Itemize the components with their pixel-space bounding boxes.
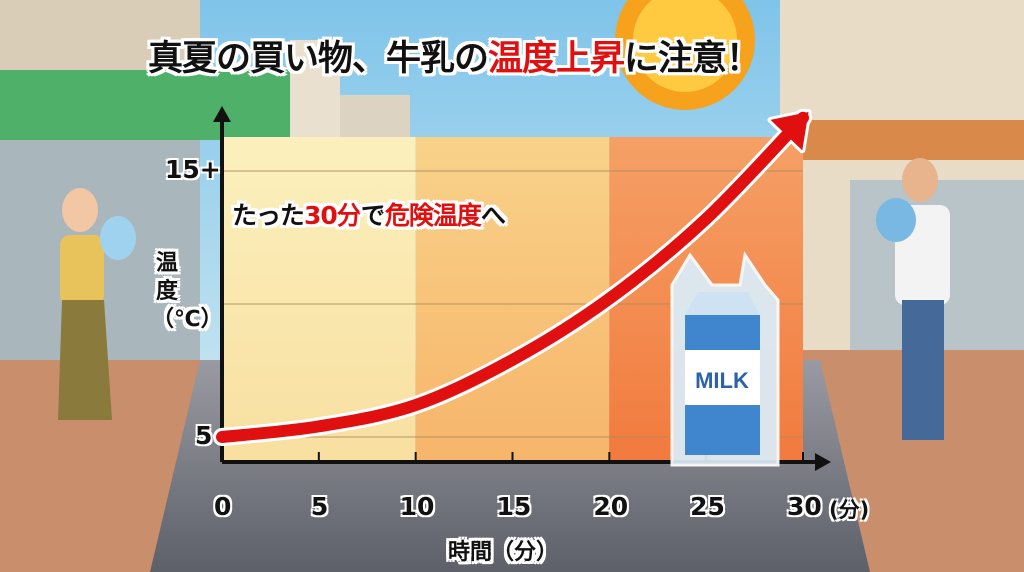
x-tick-label: 20 (593, 492, 629, 521)
zone-band (415, 137, 610, 462)
title-highlight: 温度上昇 (488, 39, 625, 79)
x-tick-label: 0 (214, 492, 232, 521)
x-tick-label: 25 (690, 492, 725, 521)
callout-part: たった (232, 201, 305, 230)
sun-icon (615, 0, 755, 110)
x-axis-arrow (815, 453, 831, 471)
callout-highlight: 危険温度 (384, 201, 482, 230)
page-title: 真夏の買い物、牛乳の温度上昇に注意！ (148, 30, 761, 81)
y-tick-label: 15+ (165, 155, 221, 184)
title-text: 真夏の買い物、牛乳の (148, 39, 489, 79)
y-axis-arrow (213, 106, 231, 122)
x-unit-label: (分) (829, 498, 870, 522)
x-tick-label: 10 (399, 492, 435, 521)
woman-with-fan-illustration (58, 188, 136, 420)
temperature-curve (216, 111, 809, 443)
callout-part: へ (480, 201, 506, 230)
title-text-end: に注意！ (624, 39, 761, 79)
x-tick-label: 5 (310, 492, 329, 521)
callout-highlight: 30分 (304, 201, 362, 230)
temperature-arrowhead (770, 112, 809, 151)
milk-bag-illustration: MILK (670, 251, 780, 467)
man-with-fan-illustration (876, 158, 950, 440)
x-axis-label: 時間（分） (448, 540, 559, 565)
y-axis-label: 温度（℃） (152, 251, 223, 332)
y-tick-label: 5 (195, 421, 213, 450)
x-tick-label: 30 (787, 492, 822, 521)
x-tick-label: 15 (496, 492, 532, 521)
callout-part: で (360, 201, 386, 230)
milk-carton-label: MILK (695, 368, 749, 393)
callout-text: たった30分で危険温度へ (232, 196, 506, 232)
